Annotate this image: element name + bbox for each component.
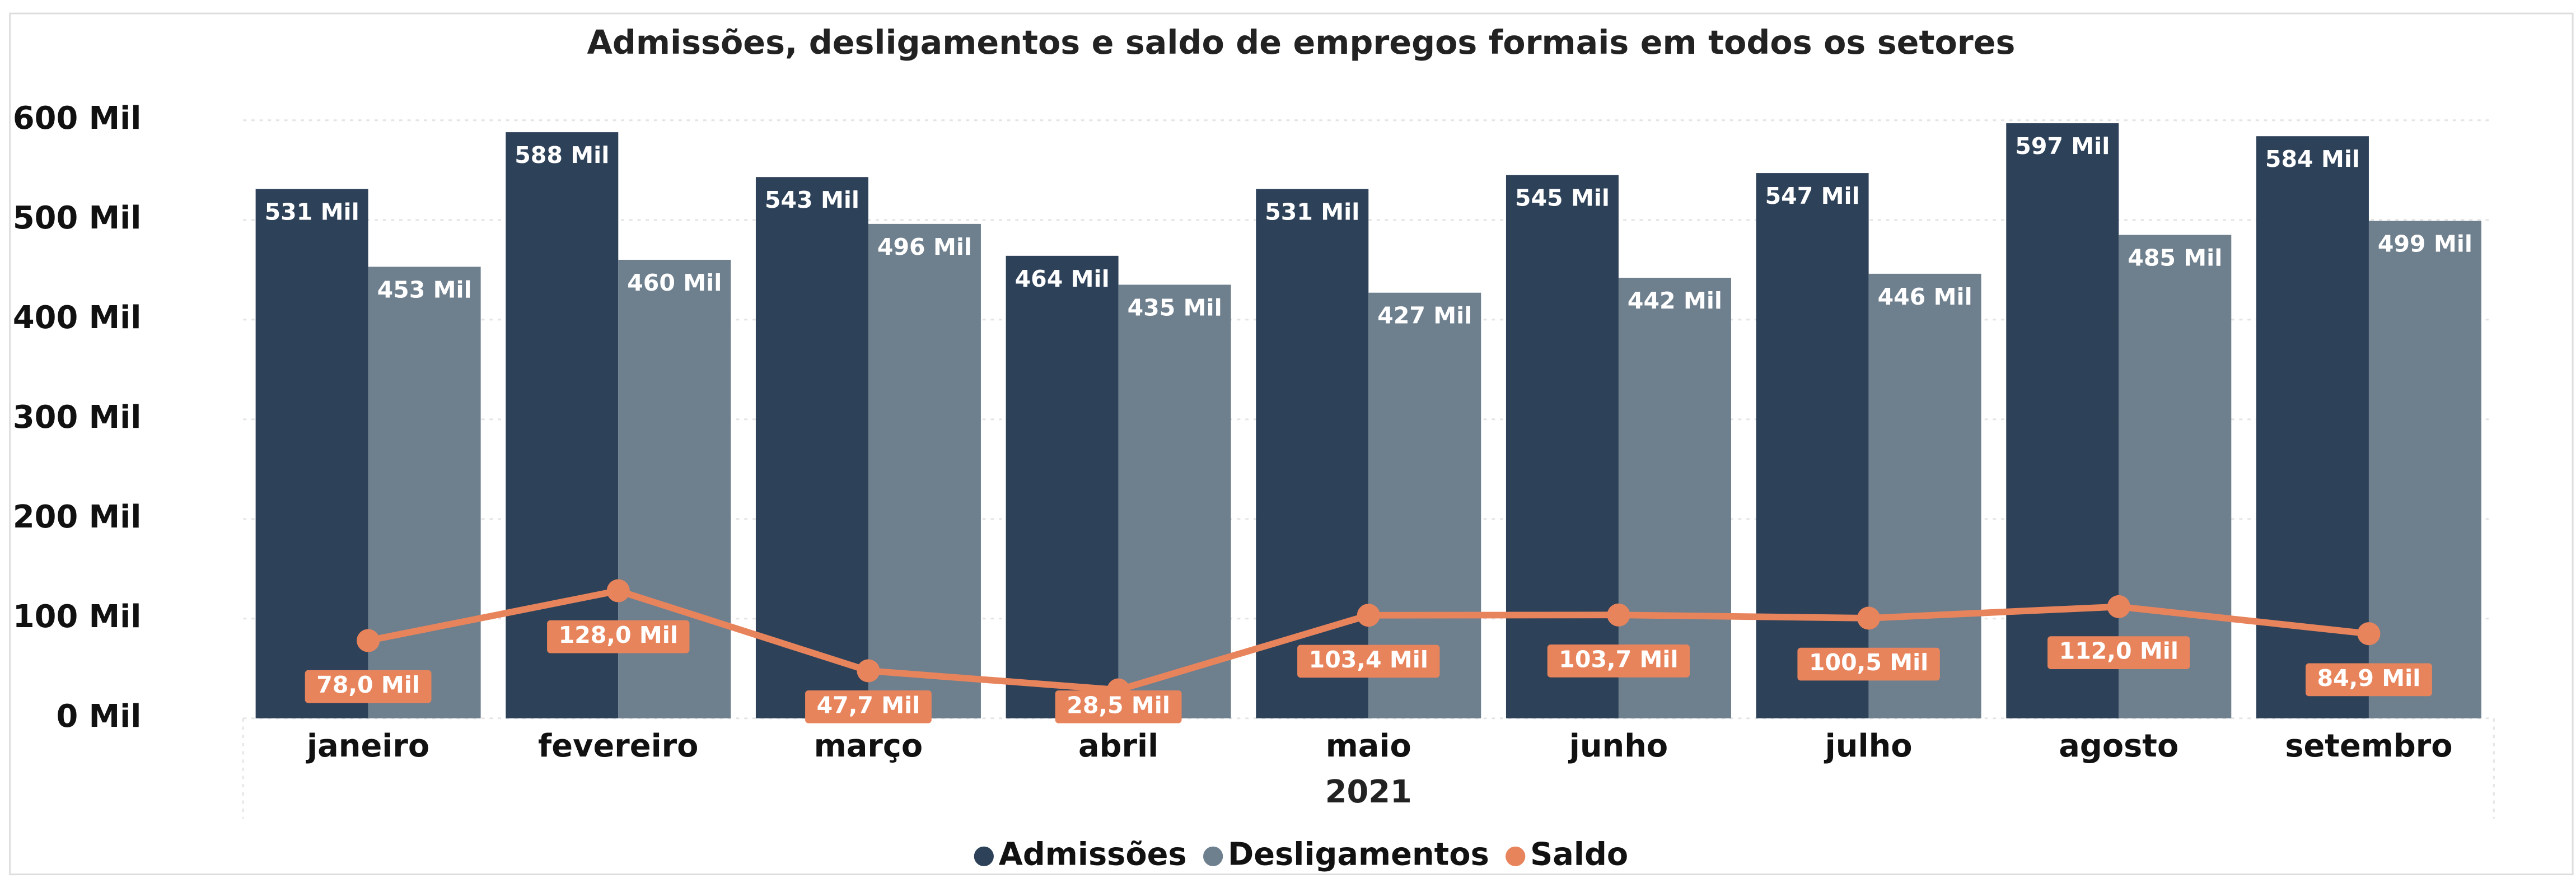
x-tick-label: janeiro <box>306 728 429 764</box>
line-point <box>357 629 380 652</box>
point-label: 84,9 Mil <box>2306 663 2432 697</box>
bar-value-label: 499 Mil <box>2378 231 2472 258</box>
x-tick-label: julho <box>1824 728 1913 764</box>
point-value-label: 84,9 Mil <box>2317 665 2421 692</box>
bar-value-label: 460 Mil <box>627 269 722 296</box>
bar-value-label: 427 Mil <box>1377 302 1472 329</box>
point-label-bg <box>1055 690 1182 723</box>
x-tick-label: setembro <box>2285 728 2452 764</box>
point-label: 103,4 Mil <box>1297 645 1440 678</box>
bar-value-label: 597 Mil <box>2015 133 2110 160</box>
point-label-bg <box>547 620 690 653</box>
x-tick-label: maio <box>1326 728 1411 764</box>
line-point <box>2357 622 2381 646</box>
point-value-label: 78,0 Mil <box>316 671 420 698</box>
point-value-label: 28,5 Mil <box>1067 692 1170 718</box>
legend-swatch <box>974 846 994 866</box>
y-tick-label: 500 Mil <box>13 200 141 236</box>
point-label: 128,0 Mil <box>547 620 690 653</box>
chart-title: Admissões, desligamentos e saldo de empr… <box>587 24 2015 62</box>
legend-swatch <box>1506 846 1526 866</box>
line-point <box>606 579 630 603</box>
line-point <box>1357 604 1380 627</box>
bar <box>1118 284 1231 718</box>
bar-value-label: 543 Mil <box>765 186 859 213</box>
legend-swatch <box>1203 846 1223 866</box>
point-label: 112,0 Mil <box>2047 636 2190 669</box>
bar-value-label: 453 Mil <box>377 276 472 303</box>
x-tick-label: abril <box>1078 728 1158 764</box>
point-value-label: 47,7 Mil <box>817 692 920 718</box>
point-label: 28,5 Mil <box>1055 690 1182 723</box>
bar <box>1506 175 1619 718</box>
bar-value-label: 442 Mil <box>1628 287 1722 314</box>
point-label: 47,7 Mil <box>805 690 932 723</box>
bar-value-label: 464 Mil <box>1015 265 1110 292</box>
bar <box>1756 173 1869 718</box>
x-tick-label: fevereiro <box>538 728 698 764</box>
bar <box>755 177 868 718</box>
y-tick-label: 100 Mil <box>13 599 141 635</box>
bar <box>1256 189 1369 718</box>
bar <box>1868 273 1981 718</box>
point-label-bg <box>805 690 932 723</box>
bar-value-label: 446 Mil <box>1878 283 1972 310</box>
point-label-bg <box>1297 645 1440 678</box>
point-label-bg <box>1797 647 1940 681</box>
x-tick-label: junho <box>1568 728 1668 764</box>
bar <box>1006 255 1119 718</box>
line-point <box>2107 595 2130 618</box>
bar-value-label: 496 Mil <box>877 233 972 260</box>
point-label: 78,0 Mil <box>305 670 432 703</box>
bar <box>2006 123 2119 718</box>
y-tick-label: 0 Mil <box>56 698 141 735</box>
point-value-label: 128,0 Mil <box>559 622 678 648</box>
x-tick-label: março <box>814 728 923 764</box>
legend-label: Admissões <box>999 836 1187 872</box>
bar-value-label: 531 Mil <box>265 199 359 226</box>
point-label-bg <box>1547 645 1690 678</box>
bar <box>2368 221 2481 718</box>
point-label: 103,7 Mil <box>1547 645 1690 678</box>
bar-value-label: 547 Mil <box>1765 183 1860 209</box>
line-point <box>857 659 880 683</box>
y-tick-label: 200 Mil <box>13 499 141 535</box>
line-point <box>1607 603 1630 627</box>
x-axis-title: 2021 <box>1325 774 1412 810</box>
point-value-label: 103,4 Mil <box>1309 646 1428 673</box>
bar <box>868 223 981 718</box>
bar-value-label: 531 Mil <box>1265 199 1359 226</box>
x-tick-label: agosto <box>2059 728 2178 764</box>
legend-label: Desligamentos <box>1228 836 1489 872</box>
y-tick-label: 600 Mil <box>13 100 141 137</box>
point-value-label: 112,0 Mil <box>2059 638 2178 665</box>
point-label: 100,5 Mil <box>1797 647 1940 681</box>
bar-value-label: 584 Mil <box>2265 146 2360 172</box>
legend: Admissões Desligamentos Saldo <box>974 836 1628 872</box>
point-value-label: 100,5 Mil <box>1809 649 1928 676</box>
legend-label: Saldo <box>1530 836 1628 872</box>
point-label-bg <box>305 670 432 703</box>
bar <box>368 267 481 718</box>
point-label-bg <box>2047 636 2190 669</box>
bar-value-label: 435 Mil <box>1128 294 1222 321</box>
point-value-label: 103,7 Mil <box>1559 646 1678 672</box>
bar <box>255 189 368 718</box>
bar-value-label: 485 Mil <box>2128 244 2222 271</box>
y-tick-label: 300 Mil <box>13 399 141 436</box>
bar-value-label: 545 Mil <box>1515 185 1610 212</box>
bar-value-label: 588 Mil <box>515 142 609 169</box>
point-label-bg <box>2306 663 2432 697</box>
y-tick-label: 400 Mil <box>13 300 141 336</box>
line-point <box>1857 606 1881 630</box>
